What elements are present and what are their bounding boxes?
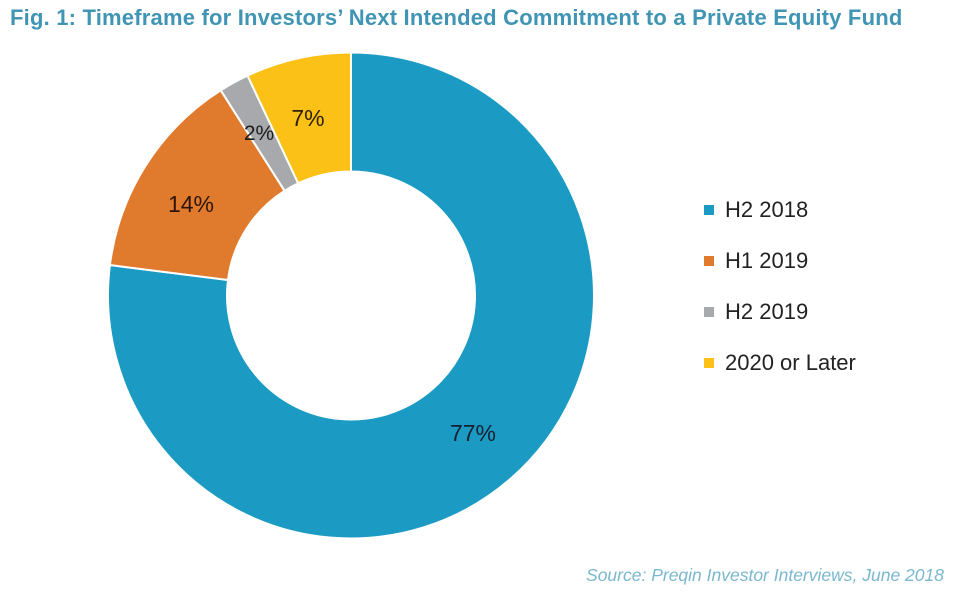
svg-text:7%: 7%: [291, 105, 324, 131]
svg-text:14%: 14%: [168, 191, 214, 217]
svg-text:77%: 77%: [450, 420, 496, 446]
svg-text:2%: 2%: [244, 122, 274, 145]
